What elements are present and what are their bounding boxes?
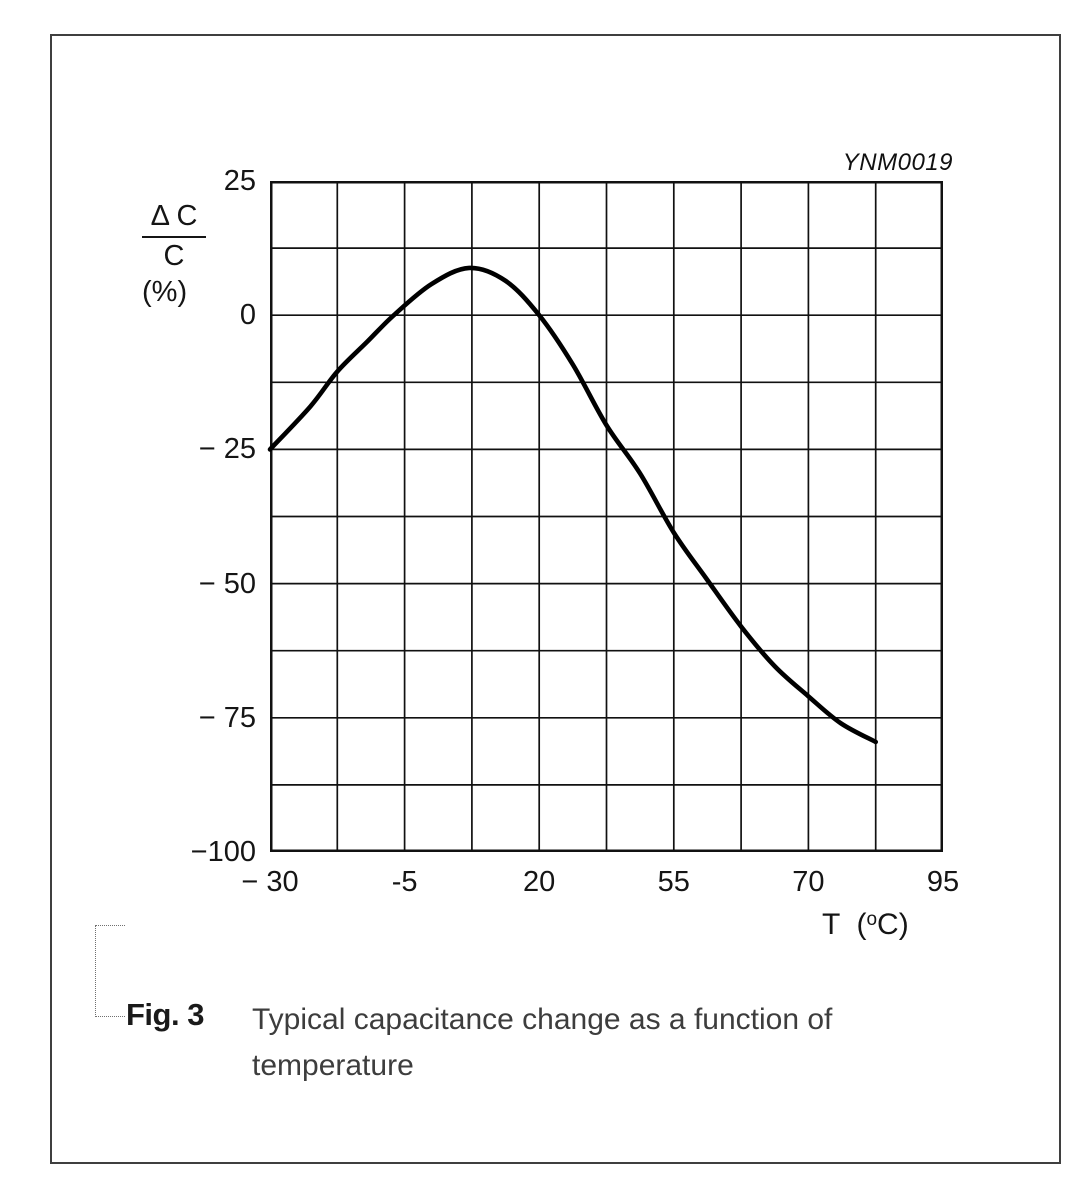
- figure-caption-text: Typical capacitance change as a function…: [252, 1003, 833, 1082]
- x-tick-label: 20: [523, 866, 556, 898]
- y-tick-label: 0: [239, 299, 256, 332]
- y-axis-label-unit: (%): [142, 276, 188, 308]
- y-axis-label-denominator: C: [163, 240, 185, 272]
- x-tick-label: 55: [657, 866, 690, 898]
- y-tick-label: − 50: [198, 567, 256, 600]
- x-tick-label: 70: [792, 866, 825, 898]
- x-axis-label-degree-sup: o: [866, 909, 878, 930]
- x-tick-label: -5: [391, 866, 418, 898]
- plot-border: [270, 181, 943, 852]
- y-tick-label: 25: [223, 165, 256, 197]
- y-axis-label-numerator: Δ C: [142, 200, 206, 238]
- x-axis-ticks: − 30 -5 20 55 70 95: [241, 865, 959, 905]
- y-tick-label: − 25: [198, 433, 256, 466]
- page-border: [50, 34, 1061, 1164]
- figure-caption-label: Fig. 3: [126, 997, 204, 1032]
- caption-bracket-decoration: [95, 925, 125, 1017]
- capacitance-temperature-chart: [267, 181, 943, 852]
- y-axis-label: Δ C C (%): [142, 200, 206, 308]
- capacitance-curve: [267, 265, 878, 745]
- y-tick-label: − 75: [198, 701, 256, 734]
- x-axis-label-suffix: C): [877, 908, 909, 941]
- x-axis-label-prefix: T (: [822, 908, 867, 941]
- plot-code-label: YNM0019: [842, 149, 953, 176]
- x-tick-label: − 30: [241, 866, 299, 898]
- x-axis-label: T (oC): [822, 902, 909, 943]
- y-axis-ticks: 25 0 − 25 − 50 − 75 −100: [0, 165, 256, 868]
- x-tick-label: 95: [926, 866, 960, 898]
- y-tick-label: −100: [190, 836, 256, 868]
